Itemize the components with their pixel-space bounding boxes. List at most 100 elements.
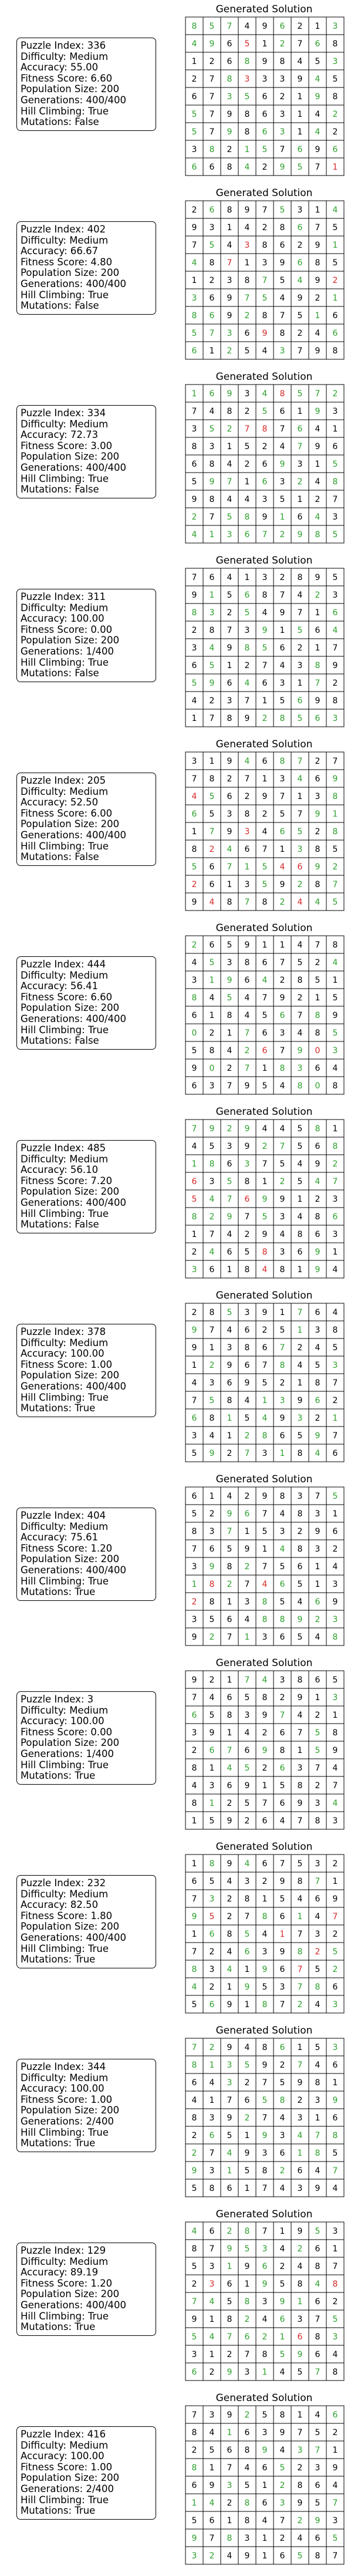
cell-value: 1 bbox=[210, 1492, 215, 1501]
cell-value: 6 bbox=[227, 1615, 232, 1624]
cell-value: 2 bbox=[210, 276, 215, 285]
info-line: Puzzle Index: 334 bbox=[21, 407, 106, 419]
cell-value: 3 bbox=[333, 714, 338, 723]
grid-cell bbox=[326, 2179, 345, 2197]
cell-value: 4 bbox=[315, 2410, 320, 2420]
cell-value: 8 bbox=[298, 2280, 303, 2289]
cell-value: 7 bbox=[245, 898, 250, 907]
grid-cell bbox=[220, 1373, 239, 1392]
grid-cell bbox=[308, 656, 327, 675]
cell-value: 2 bbox=[192, 940, 197, 950]
grid-cell bbox=[220, 1854, 239, 1873]
grid-cell bbox=[255, 1041, 274, 1060]
grid-cell bbox=[308, 970, 327, 989]
cell-value: 7 bbox=[245, 1064, 250, 1073]
cell-value: 7 bbox=[333, 2551, 338, 2561]
cell-value: 9 bbox=[333, 2096, 338, 2105]
cell-value: 8 bbox=[227, 407, 232, 416]
grid-cell bbox=[273, 1137, 292, 1155]
cell-value: 6 bbox=[262, 1046, 268, 1056]
cell-value: 8 bbox=[333, 2368, 338, 2377]
cell-value: 9 bbox=[227, 1859, 232, 1869]
grid-cell bbox=[203, 1977, 221, 1996]
cell-value: 7 bbox=[315, 163, 320, 172]
grid-cell bbox=[220, 673, 239, 692]
cell-value: 7 bbox=[298, 1728, 303, 1738]
cell-value: 2 bbox=[280, 92, 285, 102]
cell-value: 9 bbox=[227, 757, 232, 766]
grid-cell bbox=[308, 1977, 327, 1996]
cell-value: 1 bbox=[227, 1414, 232, 1423]
cell-value: 9 bbox=[262, 2446, 268, 2455]
grid-cell bbox=[238, 568, 256, 586]
cell-value: 4 bbox=[280, 862, 285, 872]
cell-value: 8 bbox=[315, 2149, 320, 2158]
cell-value: 7 bbox=[262, 2078, 268, 2088]
cell-value: 2 bbox=[245, 2410, 250, 2420]
cell-value: 1 bbox=[227, 880, 232, 889]
cell-value: 6 bbox=[280, 1431, 285, 1441]
cell-value: 3 bbox=[262, 2244, 268, 2254]
grid-cell bbox=[291, 200, 309, 219]
grid-cell bbox=[220, 2327, 239, 2346]
grid-cell bbox=[238, 1610, 256, 1628]
grid-cell bbox=[220, 1574, 239, 1593]
grid-cell bbox=[203, 1995, 221, 2014]
cell-value: 2 bbox=[280, 2481, 285, 2490]
grid-cell bbox=[185, 525, 204, 544]
cell-value: 3 bbox=[280, 1396, 285, 1405]
sudoku-grid: 6 1 4 2 9 8 3 7 55 2 9 6 7 4 8 3 18 3 7 1 5 3 2 9 67 6 5 9 1 4 8 3 23 9 8 2… bbox=[185, 1486, 345, 1646]
grid-cell bbox=[238, 1854, 256, 1873]
cell-value: 3 bbox=[227, 2078, 232, 2088]
grid-cell bbox=[185, 673, 204, 692]
grid-cell bbox=[185, 1373, 204, 1392]
cell-value: 9 bbox=[298, 294, 303, 303]
cell-value: 6 bbox=[298, 2332, 303, 2342]
grid-cell bbox=[308, 1592, 327, 1611]
grid-cell bbox=[326, 1705, 345, 1724]
grid-cell bbox=[255, 2528, 274, 2547]
grid-cell bbox=[273, 200, 292, 219]
cell-value: 4 bbox=[210, 898, 215, 907]
cell-value: 2 bbox=[227, 145, 232, 154]
grid-cell bbox=[326, 341, 345, 360]
cell-value: 9 bbox=[315, 2184, 320, 2193]
cell-value: 9 bbox=[280, 2428, 285, 2437]
cell-value: 4 bbox=[280, 2368, 285, 2377]
cell-value: 5 bbox=[227, 940, 232, 950]
grid-cell bbox=[308, 1539, 327, 1558]
cell-value: 8 bbox=[192, 2061, 197, 2070]
cell-value: 8 bbox=[245, 2499, 250, 2508]
grid-cell bbox=[203, 751, 221, 770]
cell-value: 4 bbox=[210, 1195, 215, 1204]
grid-cell bbox=[308, 691, 327, 710]
info-line: Hill Climbing: True bbox=[21, 2310, 109, 2322]
cell-value: 7 bbox=[210, 329, 215, 338]
grid-cell bbox=[238, 1444, 256, 1462]
grid-cell bbox=[273, 16, 292, 35]
grid-cell bbox=[273, 1444, 292, 1462]
cell-value: 8 bbox=[333, 940, 338, 950]
grid-cell bbox=[185, 288, 204, 307]
cell-value: 6 bbox=[192, 2481, 197, 2490]
cell-value: 6 bbox=[262, 110, 268, 119]
grid-title: Generated Solution bbox=[215, 2025, 313, 2036]
grid-cell bbox=[203, 1522, 221, 1540]
cell-value: 7 bbox=[210, 827, 215, 837]
cell-value: 5 bbox=[315, 2428, 320, 2437]
cell-value: 8 bbox=[227, 1396, 232, 1405]
cell-value: 2 bbox=[298, 2463, 303, 2473]
cell-value: 9 bbox=[227, 2000, 232, 2009]
grid-cell bbox=[291, 769, 309, 788]
cell-value: 5 bbox=[262, 2096, 268, 2105]
cell-value: 6 bbox=[333, 329, 338, 338]
grid-cell bbox=[203, 1338, 221, 1357]
cell-value: 7 bbox=[333, 2262, 338, 2271]
grid-cell bbox=[273, 2239, 292, 2258]
cell-value: 4 bbox=[298, 1159, 303, 1169]
cell-value: 5 bbox=[333, 1947, 338, 1957]
cell-value: 6 bbox=[262, 1816, 268, 1826]
grid-cell bbox=[291, 2161, 309, 2180]
cell-value: 1 bbox=[227, 2428, 232, 2437]
grid-cell bbox=[185, 2528, 204, 2547]
